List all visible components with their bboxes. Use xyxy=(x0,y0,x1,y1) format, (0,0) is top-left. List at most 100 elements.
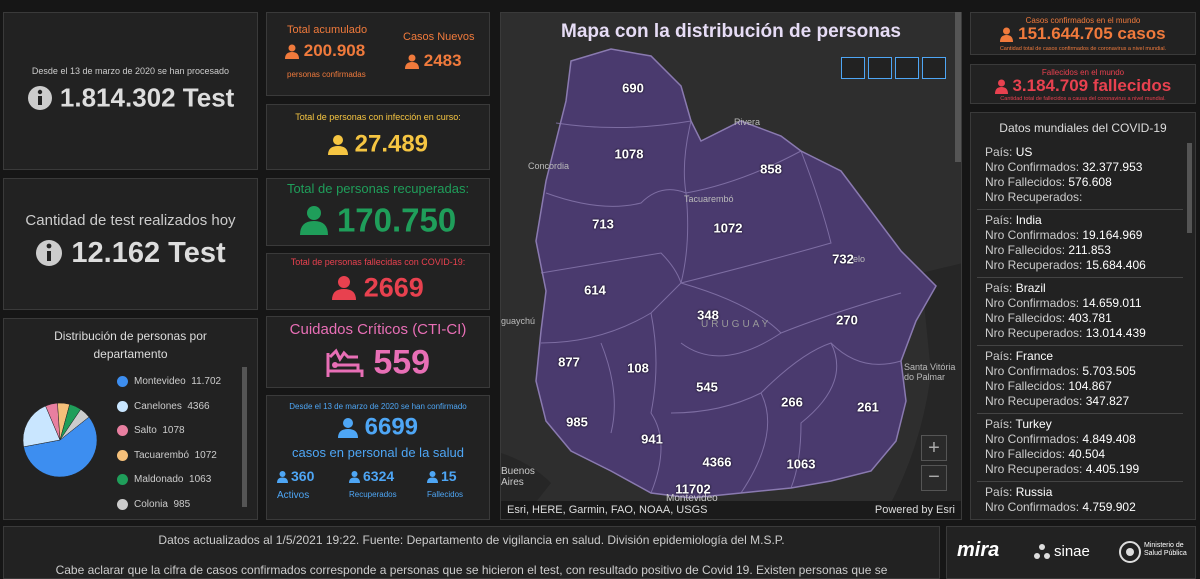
department-count: 690 xyxy=(622,80,644,96)
field-value: 576.608 xyxy=(1068,175,1112,189)
caption: Cantidad de test realizados hoy xyxy=(25,212,236,229)
zoom-in[interactable]: + xyxy=(921,435,947,461)
field-row: Nro Recuperados: 15.684.406 xyxy=(985,258,1183,273)
stat-row: 6324 xyxy=(349,468,409,484)
country-entry: País: Brazil Nro Confirmados: 14.659.011 N… xyxy=(977,278,1183,346)
basemap-button[interactable] xyxy=(922,57,946,79)
value: 559 xyxy=(373,343,431,382)
list-title: Datos mundiales del COVID-19 xyxy=(999,121,1167,135)
note: Cantidad total de casos confirmados de c… xyxy=(999,46,1167,52)
home-button[interactable] xyxy=(841,57,865,79)
person-icon xyxy=(299,206,328,236)
field-label: País: xyxy=(985,281,1013,295)
field-label: País: xyxy=(985,349,1013,363)
footer: Datos actualizados al 1/5/2021 19:22. Fu… xyxy=(3,526,940,579)
person-icon xyxy=(327,134,348,155)
tests-total-panel: Desde el 13 de marzo de 2020 se han proc… xyxy=(3,12,258,170)
field-row: País: Brazil xyxy=(985,281,1183,296)
legend-swatch xyxy=(117,425,128,436)
department-count: 614 xyxy=(584,282,606,298)
stat-value: 15 xyxy=(441,468,457,484)
department-count: 713 xyxy=(592,216,614,232)
department-count: 941 xyxy=(641,431,663,447)
field-row: Nro Confirmados: 4.759.902 xyxy=(985,500,1183,515)
stat-value: 6324 xyxy=(363,468,395,484)
department-count: 1072 xyxy=(713,220,743,236)
chart-title: Distribución de personas por departament… xyxy=(54,329,207,361)
new-label: Casos Nuevos xyxy=(403,31,475,43)
legend-item: Maldonado 1063 xyxy=(117,474,211,485)
staff-stat: 360 Activos xyxy=(277,468,337,501)
department-count: 108 xyxy=(627,360,649,376)
map-toolbar xyxy=(841,57,946,79)
info-icon xyxy=(27,86,52,111)
department-count: 4366 xyxy=(702,454,732,470)
field-value: 40.504 xyxy=(1068,447,1106,461)
layers-button[interactable] xyxy=(895,57,919,79)
stat-label: Fallecidos xyxy=(427,490,464,499)
place-label: Concordia xyxy=(528,161,570,171)
value: 12.162 Test xyxy=(71,236,226,269)
field-value: Russia xyxy=(1015,485,1053,499)
country-list: País: US Nro Confirmados: 32.377.953 Nro F… xyxy=(977,142,1183,518)
legend-value: 1063 xyxy=(189,474,212,486)
field-value: 32.377.953 xyxy=(1082,160,1143,174)
department-count: 261 xyxy=(857,399,879,415)
legend-value: 4366 xyxy=(187,400,210,412)
pie-slice xyxy=(59,409,90,441)
person-icon xyxy=(994,79,1008,95)
place-label: Tacuarembó xyxy=(684,194,734,204)
field-label: Nro Confirmados: xyxy=(985,364,1080,378)
person-icon xyxy=(285,44,299,60)
logo-msp: Ministerio de Salud Pública xyxy=(1144,542,1187,557)
field-label: Nro Recuperados: xyxy=(985,394,1083,408)
label: Fallecidos en el mundo xyxy=(1041,68,1125,77)
place-label: guaychú xyxy=(501,316,536,326)
person-icon xyxy=(405,54,419,70)
department-count: 732 xyxy=(832,251,854,267)
person-icon xyxy=(277,471,288,484)
stat-label: Recuperados xyxy=(349,490,397,499)
field-row: País: India xyxy=(985,213,1183,228)
field-label: País: xyxy=(985,485,1013,499)
legend-item: Colonia 985 xyxy=(117,498,190,510)
legend-value: 11.702 xyxy=(191,376,222,388)
place-label: Montevideo xyxy=(666,493,718,504)
legend-label: Maldonado xyxy=(134,474,184,486)
legend-swatch xyxy=(117,449,128,461)
field-label: Nro Fallecidos: xyxy=(985,447,1066,461)
value: 2669 xyxy=(363,272,424,303)
scrollbar xyxy=(1187,143,1192,233)
field-value: 15.684.406 xyxy=(1085,258,1146,272)
pie-chart xyxy=(22,402,98,478)
legend-button[interactable] xyxy=(868,57,892,79)
field-value: 104.867 xyxy=(1068,379,1112,393)
field-value: 19.164.969 xyxy=(1082,228,1143,242)
field-label: País: xyxy=(985,145,1013,159)
country-entry: País: India Nro Confirmados: 19.164.969 Nr… xyxy=(977,210,1183,278)
field-value: 4.405.199 xyxy=(1085,462,1140,476)
field-label: Nro Fallecidos: xyxy=(985,243,1066,257)
map-title: Mapa con la distribución de personas xyxy=(561,21,901,42)
pie-slice xyxy=(23,416,98,478)
field-label: Nro Recuperados: xyxy=(985,462,1083,476)
field-label: Nro Confirmados: xyxy=(985,160,1080,174)
department-count: 985 xyxy=(566,414,588,430)
place-label: Rivera xyxy=(734,117,761,127)
zoom-out[interactable]: − xyxy=(921,465,947,491)
legend-item: Montevideo 11.702 xyxy=(117,376,221,387)
legend-label: Tacuarembó xyxy=(134,449,190,461)
field-row: Nro Confirmados: 14.659.011 xyxy=(985,296,1183,311)
field-label: País: xyxy=(985,417,1013,431)
total-value: 200.908 xyxy=(303,41,366,60)
field-value: US xyxy=(1015,145,1033,159)
field-label: Nro Confirmados: xyxy=(985,432,1080,446)
new-value: 2483 xyxy=(423,51,462,70)
field-row: País: US xyxy=(985,145,1183,160)
pie-slice xyxy=(22,405,61,448)
stat-value: 360 xyxy=(291,468,315,484)
place-label: URUGUAY xyxy=(701,319,772,330)
place-label: Santa Vitória do Palmar xyxy=(904,362,956,382)
department-count: 1063 xyxy=(786,456,816,472)
